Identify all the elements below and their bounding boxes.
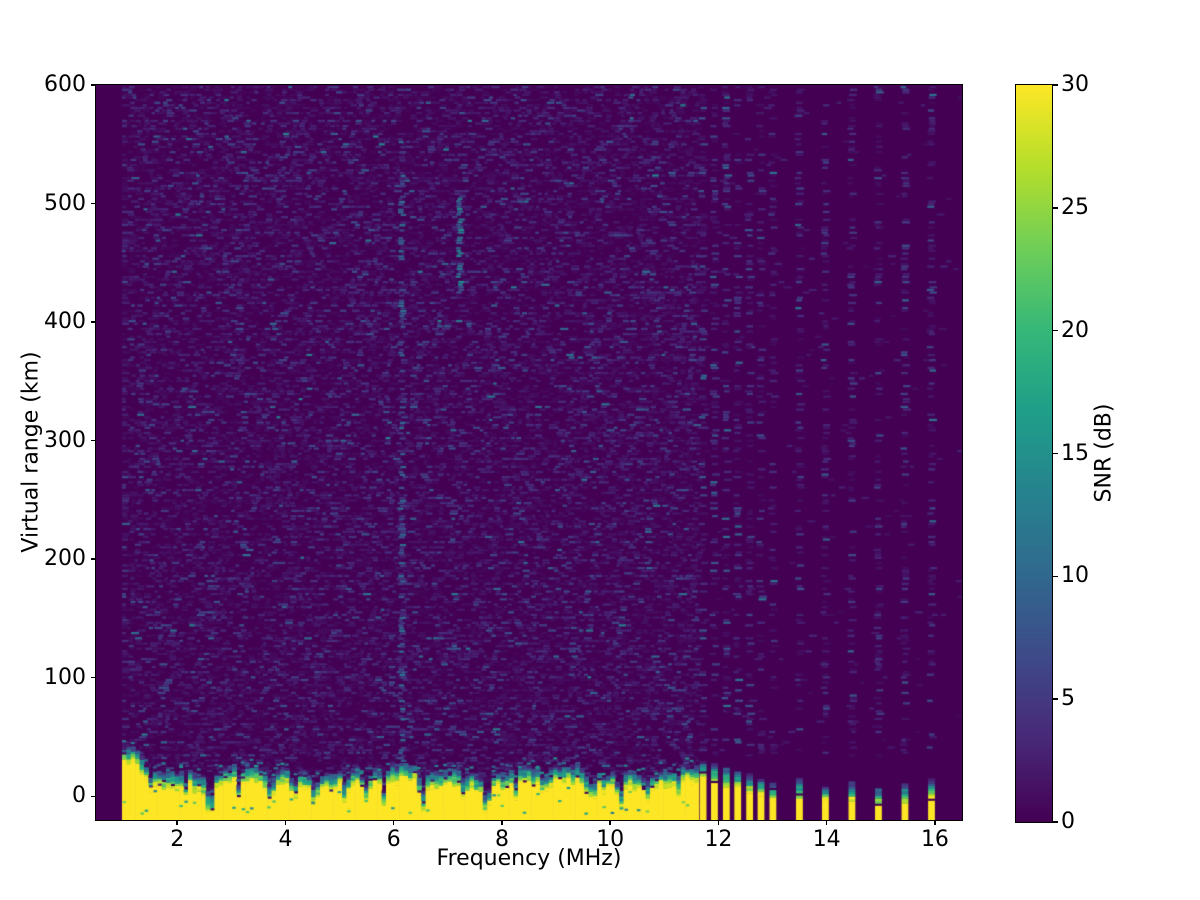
- x-tick-mark: [717, 820, 720, 825]
- x-tick-mark: [825, 820, 828, 825]
- y-tick-label: 600: [44, 72, 86, 97]
- x-tick-mark: [934, 820, 936, 825]
- colorbar-tick-label: 15: [1061, 440, 1089, 466]
- y-tick-mark: [90, 439, 95, 442]
- colorbar-gradient: [1016, 85, 1052, 822]
- colorbar-tick-mark: [1053, 329, 1058, 332]
- colorbar-frame: [1015, 84, 1053, 823]
- x-tick-label: 8: [494, 827, 509, 852]
- colorbar-tick-label: 20: [1061, 317, 1089, 343]
- y-tick-label: 0: [72, 783, 86, 809]
- y-tick-mark: [90, 321, 95, 323]
- colorbar-tick-mark: [1053, 575, 1058, 578]
- x-tick-mark: [176, 820, 178, 825]
- x-tick-mark: [609, 820, 611, 825]
- x-tick-mark: [501, 820, 503, 825]
- x-tick-label: 6: [386, 827, 401, 852]
- y-tick-mark: [90, 84, 95, 86]
- colorbar-tick-mark: [1053, 207, 1058, 209]
- y-tick-mark: [90, 558, 95, 560]
- x-axis-label: Frequency (MHz): [436, 846, 622, 871]
- y-tick-mark: [90, 795, 95, 798]
- y-tick-mark: [90, 676, 95, 679]
- x-tick-label: 4: [278, 827, 293, 852]
- y-tick-label: 500: [44, 190, 86, 216]
- colorbar-tick-mark: [1053, 452, 1058, 455]
- x-tick-mark: [392, 820, 395, 825]
- colorbar-label: SNR (dB): [1091, 403, 1117, 503]
- ionogram-heatmap: [96, 85, 962, 820]
- x-tick-mark: [284, 820, 287, 825]
- y-axis-label: Virtual range (km): [18, 351, 44, 553]
- y-tick-label: 300: [44, 427, 86, 453]
- x-tick-label: 14: [812, 827, 841, 852]
- colorbar-tick-mark: [1053, 821, 1058, 823]
- x-tick-label: 10: [596, 827, 625, 852]
- colorbar-tick-label: 25: [1061, 194, 1089, 220]
- x-tick-label: 2: [170, 827, 185, 852]
- x-tick-label: 16: [920, 827, 949, 852]
- colorbar-tick-label: 10: [1061, 563, 1089, 589]
- colorbar-tick-mark: [1053, 698, 1058, 700]
- y-tick-label: 200: [44, 546, 86, 572]
- y-tick-label: 400: [44, 309, 86, 335]
- colorbar-tick-mark: [1053, 84, 1058, 86]
- y-tick-label: 100: [44, 664, 86, 690]
- colorbar-tick-label: 0: [1061, 809, 1075, 834]
- plot-frame: [95, 84, 963, 821]
- colorbar-tick-label: 5: [1061, 686, 1075, 712]
- colorbar-tick-label: 30: [1061, 72, 1089, 97]
- y-tick-mark: [90, 202, 95, 205]
- x-tick-label: 12: [704, 827, 733, 852]
